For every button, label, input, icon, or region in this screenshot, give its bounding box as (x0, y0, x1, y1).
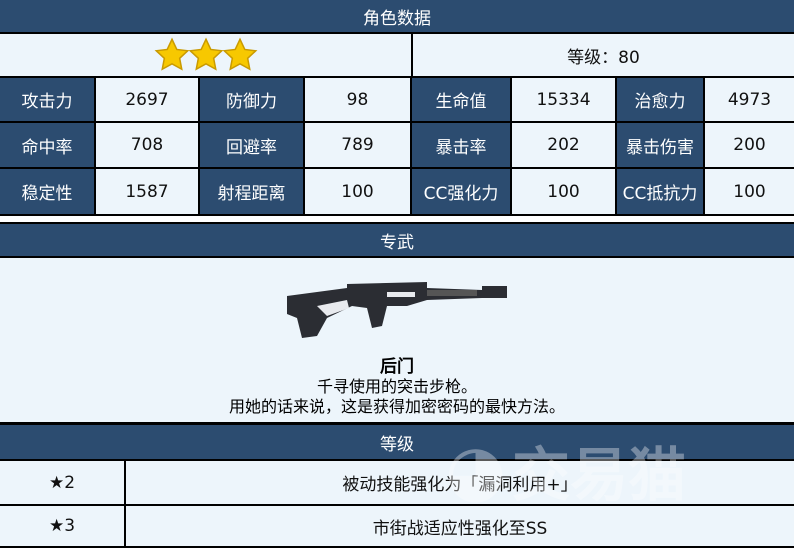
stat-value: 202 (512, 123, 617, 169)
weapon-desc-line1: 千寻使用的突击步枪。 (316, 377, 477, 396)
stat-value: 708 (96, 123, 200, 169)
stat-label: 暴击伤害 (617, 123, 705, 169)
assault-rifle-image (287, 282, 507, 338)
stat-value: 15334 (512, 78, 617, 123)
divider (0, 216, 794, 224)
level-star-3: ★3 (0, 506, 126, 548)
star-icon (188, 37, 223, 71)
level-text: 等级：80 (413, 34, 794, 78)
stat-label: 治愈力 (617, 78, 705, 123)
level-effect-3: 市街战适应性强化至SS (126, 506, 794, 548)
stat-value: 2697 (96, 78, 200, 123)
stat-value: 100 (305, 169, 412, 216)
weapon-panel: 后门 千寻使用的突击步枪。 用她的话来说，这是获得加密密码的最快方法。 (0, 258, 794, 425)
stat-value: 1587 (96, 169, 200, 216)
level-star-2: ★2 (0, 461, 126, 506)
level-effect-2: 被动技能强化为「漏洞利用+」 (126, 461, 794, 506)
weapon-section-header: 专武 (0, 224, 794, 258)
stat-value: 98 (305, 78, 412, 123)
stat-label: 暴击率 (412, 123, 512, 169)
stat-value: 100 (512, 169, 617, 216)
stat-label: 防御力 (200, 78, 305, 123)
stat-label: 射程距离 (200, 169, 305, 216)
stat-label: 回避率 (200, 123, 305, 169)
level-section-header: 等级 (0, 425, 794, 461)
weapon-desc-line2: 用她的话来说，这是获得加密密码的最快方法。 (228, 397, 565, 416)
star-icon (154, 37, 189, 71)
stat-label: 命中率 (0, 123, 96, 169)
stat-label: CC强化力 (412, 169, 512, 216)
stat-label: 攻击力 (0, 78, 96, 123)
weapon-name: 后门 (380, 357, 414, 377)
rarity-stars (0, 34, 413, 78)
stat-label: 稳定性 (0, 169, 96, 216)
character-data-header: 角色数据 (0, 0, 794, 34)
stat-label: 生命值 (412, 78, 512, 123)
stat-value: 200 (705, 123, 794, 169)
stat-value: 4973 (705, 78, 794, 123)
stat-value: 789 (305, 123, 412, 169)
stat-label: CC抵抗力 (617, 169, 705, 216)
star-icon (222, 37, 257, 71)
stat-value: 100 (705, 169, 794, 216)
